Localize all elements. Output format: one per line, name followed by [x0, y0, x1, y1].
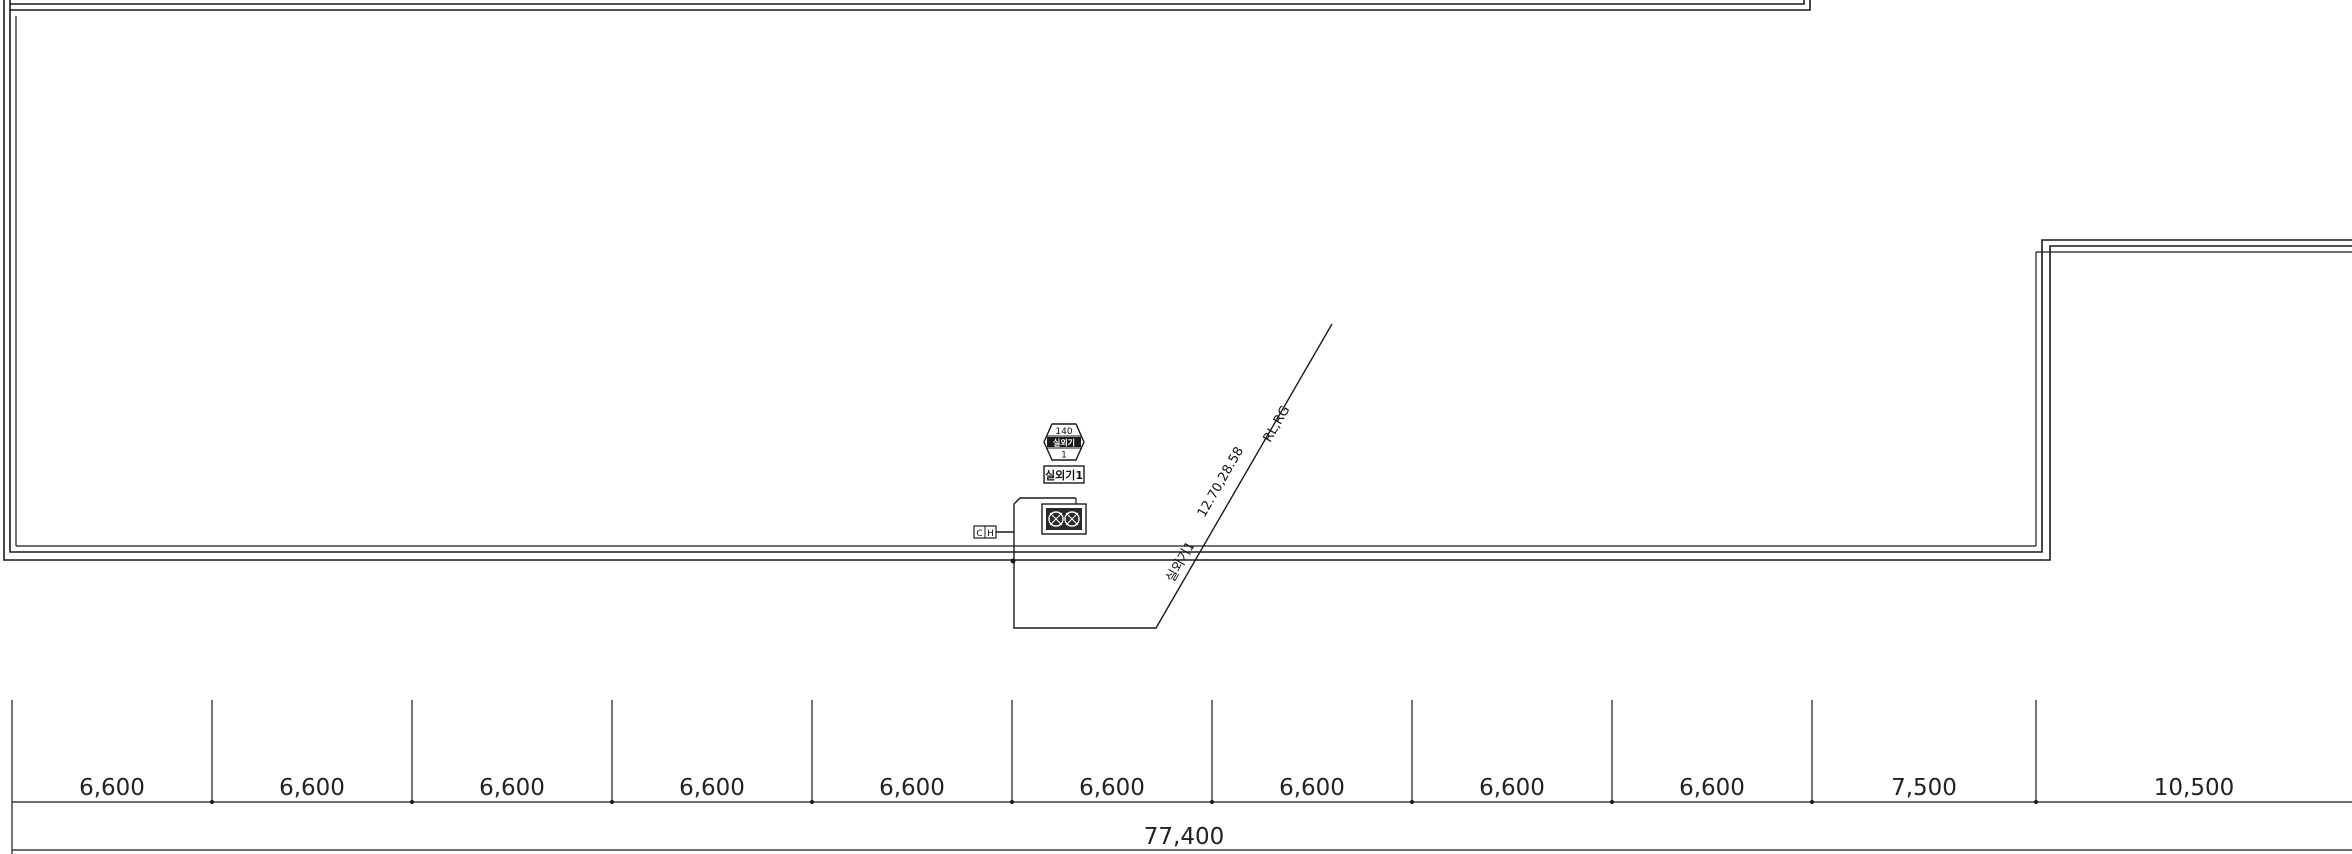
span-dimension-label: 6,600	[279, 775, 345, 801]
dimension-node	[2034, 800, 2038, 804]
dimension-node	[610, 800, 614, 804]
unit-label-text: 실외기1	[1045, 468, 1083, 482]
dimension-node	[1810, 800, 1814, 804]
total-dimension-label: 77,400	[1144, 824, 1224, 850]
span-dimension-label: 10,500	[2154, 775, 2234, 801]
building-outline	[3, 0, 2352, 561]
outdoor-unit-fill	[1046, 508, 1082, 530]
pipe-spec-label: RL,RG	[1261, 403, 1294, 445]
refrigerant-piping	[994, 323, 1333, 629]
span-dimension-label: 6,600	[1679, 775, 1745, 801]
fan-left-icon	[1048, 511, 1064, 527]
span-dimension-label: 6,600	[679, 775, 745, 801]
pipe-run-line	[1013, 323, 1333, 629]
dimension-node	[210, 800, 214, 804]
dimension-node	[810, 800, 814, 804]
span-dimension-label: 6,600	[479, 775, 545, 801]
dimension-node	[1610, 800, 1614, 804]
span-dimension-label: 6,600	[1479, 775, 1545, 801]
pipe-annotations: 12.70,28.58 RL,RG 실외기1	[1163, 403, 1293, 585]
inner-wall-line	[9, 0, 2352, 553]
top-wall-inner	[10, 0, 1805, 5]
unit-tag-type-bar	[1047, 437, 1081, 447]
outer-wall-line	[3, 0, 2352, 561]
fan-right-blade-2	[1065, 512, 1079, 526]
unit-label-frame	[1043, 465, 1085, 484]
unit-tag-number: 140	[1055, 427, 1072, 437]
control-box-right-label: H	[987, 529, 994, 539]
unit-label-box: 실외기1	[1043, 465, 1085, 484]
top-wall-outer	[10, 0, 1811, 11]
outdoor-unit-symbol	[1041, 503, 1087, 535]
span-dimension-label: 7,500	[1891, 775, 1957, 801]
unit-tag-index: 1	[1061, 451, 1067, 461]
control-box-left-label: C	[976, 529, 982, 539]
span-dimension-label: 6,600	[879, 775, 945, 801]
unit-tag-type: 실외기	[1053, 438, 1075, 448]
fan-left-blade-2	[1049, 512, 1063, 526]
dimension-node	[1410, 800, 1414, 804]
dimension-node	[1210, 800, 1214, 804]
fan-right-icon	[1064, 511, 1080, 527]
dimension-node	[410, 800, 414, 804]
pipe-size-label: 12.70,28.58	[1195, 444, 1247, 520]
control-box: C H	[973, 525, 997, 539]
pipe-node	[1010, 558, 1016, 564]
unit-tag: 140 실외기 1	[1043, 423, 1085, 461]
span-dimension-label: 6,600	[1279, 775, 1345, 801]
dimension-node	[1010, 800, 1014, 804]
span-dimension-label: 6,600	[79, 775, 145, 801]
span-dimension-label: 6,600	[1079, 775, 1145, 801]
dimension-lines: 77,400 6,600 6,600 6,600 6,600 6,600 6,600 6,6…	[11, 700, 2352, 854]
